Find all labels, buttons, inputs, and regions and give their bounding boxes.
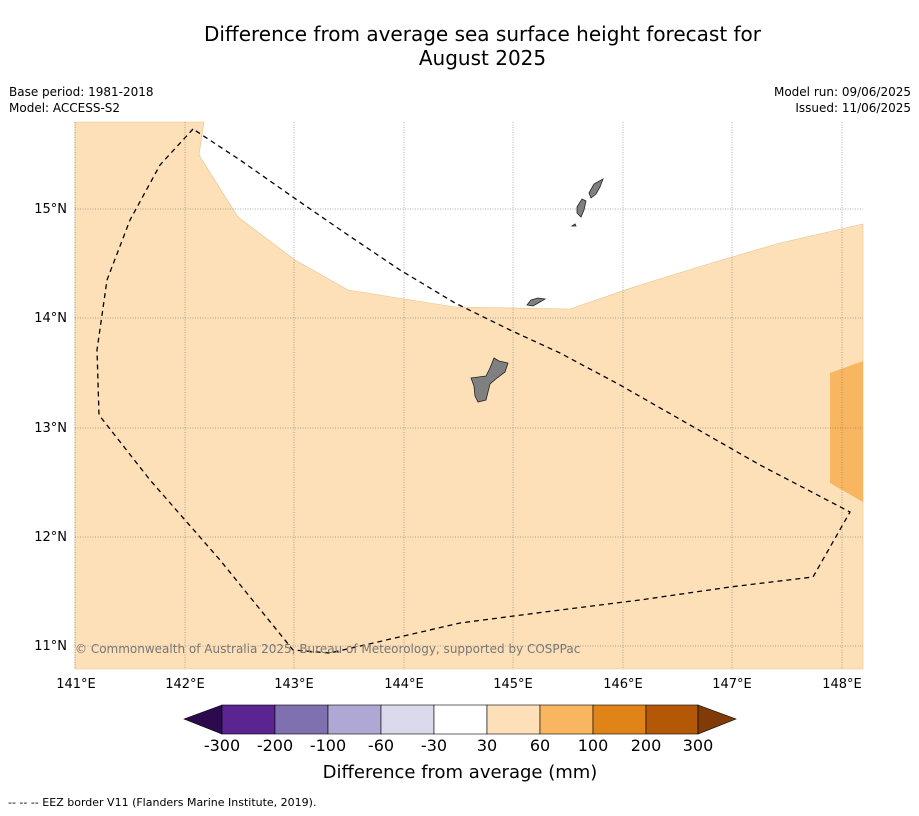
colorbar-arrow-high — [697, 704, 737, 735]
island-saipan — [588, 178, 604, 199]
title-line-2: August 2025 — [418, 46, 547, 70]
colorbar-segment — [539, 704, 594, 735]
lon-label: 148°E — [822, 677, 862, 692]
colorbar-tick-label: 200 — [631, 736, 662, 755]
colorbar-segment — [486, 704, 541, 735]
map-panel: © Commonwealth of Australia 2025, Bureau… — [74, 121, 864, 670]
colorbar-tick-label: -300 — [204, 736, 240, 755]
anomaly-region-60-100 — [830, 361, 863, 502]
anomaly-region-30-60 — [74, 121, 864, 670]
metadata-left: Base period: 1981-2018 Model: ACCESS-S2 — [9, 84, 154, 116]
lat-label: 13°N — [34, 421, 67, 436]
map-title: Difference from average sea surface heig… — [0, 22, 919, 70]
colorbar-segment — [221, 704, 276, 735]
colorbar-segment — [645, 704, 699, 735]
lon-label: 142°E — [165, 677, 205, 692]
lat-label: 15°N — [34, 202, 67, 217]
title-line-1: Difference from average sea surface heig… — [203, 22, 762, 46]
colorbar-tick-label: -30 — [421, 736, 447, 755]
colorbar-tick-label: 60 — [530, 736, 550, 755]
colorbar-tick-label: -100 — [310, 736, 346, 755]
lon-label: 147°E — [712, 677, 752, 692]
model-text: Model: ACCESS-S2 — [9, 101, 121, 115]
copyright-text: © Commonwealth of Australia 2025, Bureau… — [75, 642, 580, 656]
colorbar-tick-label: 100 — [578, 736, 609, 755]
model-run-text: Model run: 09/06/2025 — [773, 85, 911, 99]
lon-label: 141°E — [56, 677, 96, 692]
issued-text: Issued: 11/06/2025 — [795, 101, 911, 115]
island-tinian — [576, 198, 587, 218]
colorbar — [183, 704, 737, 735]
colorbar-segment — [274, 704, 329, 735]
island-rota — [526, 297, 547, 307]
colorbar-tick-label: 30 — [477, 736, 497, 755]
base-period-text: Base period: 1981-2018 — [9, 85, 154, 99]
eez-legend-text: -- -- -- EEZ border V11 (Flanders Marine… — [8, 796, 317, 809]
colorbar-segment — [327, 704, 382, 735]
colorbar-tick-labels: -300 -200 -100 -60 -30 30 60 100 200 300 — [204, 736, 713, 755]
colorbar-segment — [433, 704, 488, 735]
colorbar-title: Difference from average (mm) — [323, 762, 598, 783]
islands — [470, 178, 604, 403]
lon-label: 146°E — [603, 677, 643, 692]
lon-label: 144°E — [384, 677, 424, 692]
colorbar-segment — [380, 704, 435, 735]
colorbar-tick-label: -200 — [257, 736, 293, 755]
colorbar-tick-label: -60 — [368, 736, 394, 755]
gridlines — [74, 122, 863, 669]
lat-label: 12°N — [34, 530, 67, 545]
lon-label: 143°E — [274, 677, 314, 692]
lat-label: 14°N — [34, 311, 67, 326]
colorbar-segment — [592, 704, 647, 735]
lon-label: 145°E — [493, 677, 533, 692]
metadata-right: Model run: 09/06/2025 Issued: 11/06/2025 — [774, 84, 911, 116]
colorbar-arrow-low — [183, 704, 223, 735]
latitude-labels: 15°N 14°N 13°N 12°N 11°N — [34, 202, 67, 654]
colorbar-tick-label: 300 — [683, 736, 714, 755]
longitude-labels: 141°E 142°E 143°E 144°E 145°E 146°E 147°… — [56, 677, 862, 692]
island-aguijan — [570, 223, 577, 227]
lat-label: 11°N — [34, 639, 67, 654]
island-guam — [470, 357, 509, 403]
